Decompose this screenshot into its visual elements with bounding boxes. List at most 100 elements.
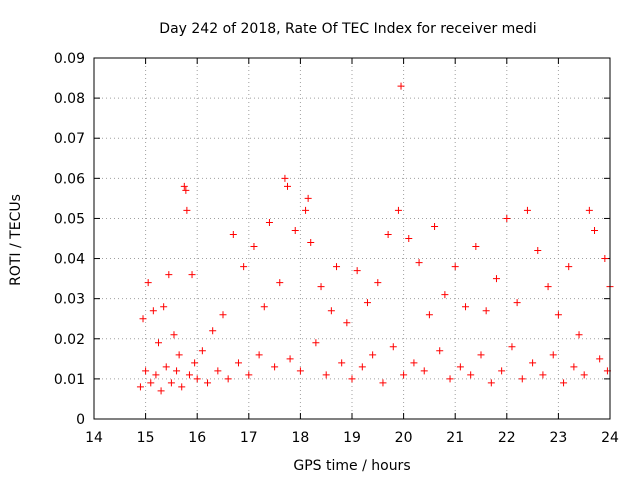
x-tick-label: 19 [343, 430, 361, 446]
data-point [284, 182, 291, 190]
data-point [431, 222, 439, 230]
data-point [384, 230, 392, 238]
data-point [369, 351, 377, 359]
data-point [492, 275, 500, 283]
data-point [147, 379, 155, 387]
data-point [534, 247, 542, 255]
data-point [575, 331, 583, 339]
data-point [379, 379, 387, 387]
data-point [322, 371, 330, 379]
x-tick-label: 24 [601, 430, 619, 446]
data-point [214, 367, 222, 375]
data-point [451, 263, 459, 271]
data-point [229, 230, 237, 238]
data-point [296, 367, 304, 375]
data-point [363, 299, 371, 307]
data-point [265, 218, 273, 226]
data-point [152, 371, 160, 379]
data-point [591, 226, 599, 234]
y-tick-label: 0.09 [54, 51, 85, 67]
data-point [281, 174, 289, 182]
x-tick-label: 22 [498, 430, 516, 446]
y-tick-label: 0.02 [54, 332, 85, 348]
data-point [358, 363, 366, 371]
tick-labels: 14 15 16 17 18 19 20 21 22 23 24 0 0.01 0.02 0.03 0.04 0… [54, 51, 619, 446]
y-tick-label: 0.04 [54, 252, 85, 268]
data-point [389, 343, 397, 351]
grid-lines [94, 58, 610, 419]
x-tick-label: 14 [85, 430, 103, 446]
data-point [560, 379, 568, 387]
data-point [255, 351, 263, 359]
data-point [155, 339, 162, 347]
data-point [271, 363, 279, 371]
y-tick-label: 0.03 [54, 292, 85, 308]
data-point [139, 315, 147, 323]
data-point [570, 363, 578, 371]
data-point [291, 226, 299, 234]
data-point [394, 206, 402, 214]
x-tick-label: 15 [137, 430, 155, 446]
data-point [327, 307, 335, 315]
data-point [503, 214, 511, 222]
data-point [508, 343, 516, 351]
data-point [165, 271, 173, 279]
data-point [554, 311, 562, 319]
x-axis-label: GPS time / hours [293, 458, 410, 474]
data-points [136, 82, 614, 395]
data-point [157, 387, 165, 395]
data-point [580, 371, 588, 379]
data-point [170, 331, 178, 339]
data-point [410, 359, 418, 367]
data-point [173, 367, 181, 375]
data-point [178, 383, 186, 391]
data-point [585, 206, 593, 214]
data-point [183, 206, 191, 214]
data-point [142, 367, 150, 375]
data-point [219, 311, 227, 319]
data-point [224, 375, 232, 383]
data-point [565, 263, 573, 271]
data-point [240, 263, 248, 271]
data-point [436, 347, 444, 355]
data-point [149, 307, 157, 315]
data-point [405, 235, 413, 242]
data-point [180, 182, 188, 190]
data-point [420, 367, 428, 375]
y-tick-label: 0.07 [54, 131, 85, 147]
x-tick-label: 23 [549, 430, 567, 446]
data-point [136, 383, 144, 391]
plot-frame [93, 57, 611, 420]
data-point [182, 186, 190, 194]
data-point [160, 303, 168, 311]
data-point [209, 327, 217, 335]
data-point [338, 359, 346, 367]
data-point [175, 351, 183, 359]
data-point [498, 367, 506, 375]
data-point [472, 243, 480, 251]
data-point [276, 279, 284, 287]
x-tick-label: 21 [446, 430, 464, 446]
data-point [425, 311, 433, 319]
y-axis-label: ROTI / TECUs [8, 194, 24, 286]
data-point [167, 379, 175, 387]
data-point [523, 206, 531, 214]
data-point [467, 371, 475, 379]
data-point [304, 194, 312, 202]
data-point [482, 307, 490, 315]
data-point [544, 283, 552, 291]
data-point [185, 371, 193, 379]
data-point [477, 351, 485, 359]
data-point [204, 379, 212, 387]
data-point [400, 371, 408, 379]
x-tick-label: 16 [188, 430, 206, 446]
data-point [596, 355, 604, 363]
data-point [193, 375, 201, 383]
y-tick-label: 0.06 [54, 171, 85, 187]
data-point [462, 303, 470, 311]
data-point [302, 206, 310, 214]
data-point [144, 279, 152, 287]
data-point [250, 243, 258, 251]
data-point [191, 359, 199, 367]
